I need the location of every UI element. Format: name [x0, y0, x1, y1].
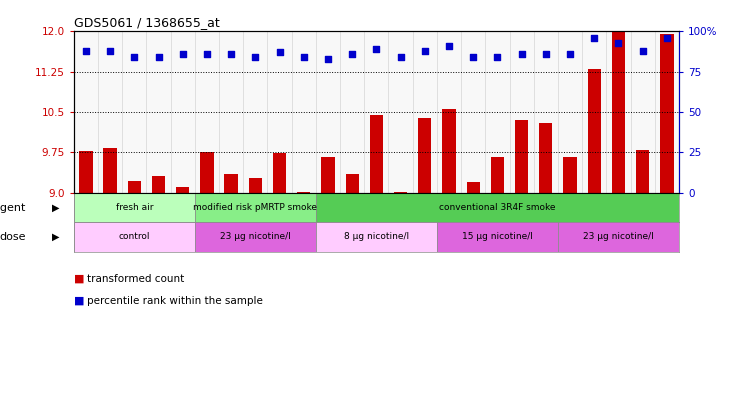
Bar	[316, 222, 437, 252]
Point	[613, 40, 624, 46]
Text: 23 μg nicotine/l: 23 μg nicotine/l	[220, 232, 291, 241]
Bar	[587, 69, 601, 193]
Text: ■: ■	[74, 274, 84, 284]
Point	[443, 43, 455, 49]
Bar	[224, 174, 238, 193]
Text: GDS5061 / 1368655_at: GDS5061 / 1368655_at	[74, 16, 219, 29]
Text: conventional 3R4F smoke: conventional 3R4F smoke	[439, 203, 556, 212]
Point	[637, 48, 649, 54]
Point	[274, 49, 286, 55]
Text: 8 μg nicotine/l: 8 μg nicotine/l	[344, 232, 409, 241]
Bar	[103, 148, 117, 193]
Point	[419, 48, 431, 54]
Bar	[273, 153, 286, 193]
Point	[661, 35, 673, 41]
Bar	[128, 181, 141, 193]
Text: fresh air: fresh air	[116, 203, 153, 212]
Bar	[539, 123, 553, 193]
Point	[177, 51, 189, 57]
Point	[153, 54, 165, 61]
Bar	[394, 192, 407, 193]
Bar	[466, 182, 480, 193]
Text: ▶: ▶	[52, 202, 59, 213]
Text: transformed count: transformed count	[87, 274, 184, 284]
Point	[298, 54, 310, 61]
Point	[225, 51, 237, 57]
Bar	[195, 193, 316, 222]
Bar	[152, 176, 165, 193]
Point	[128, 54, 140, 61]
Point	[104, 48, 116, 54]
Bar	[661, 34, 674, 193]
Bar	[176, 187, 190, 193]
Bar	[612, 31, 625, 193]
Text: control: control	[119, 232, 150, 241]
Point	[540, 51, 552, 57]
Point	[395, 54, 407, 61]
Text: percentile rank within the sample: percentile rank within the sample	[87, 296, 263, 306]
Point	[201, 51, 213, 57]
Bar	[79, 151, 92, 193]
Text: ▶: ▶	[52, 232, 59, 242]
Bar	[249, 178, 262, 193]
Bar	[195, 222, 316, 252]
Point	[322, 56, 334, 62]
Bar	[491, 157, 504, 193]
Bar	[321, 157, 334, 193]
Text: ■: ■	[74, 296, 84, 306]
Bar	[316, 193, 679, 222]
Bar	[345, 174, 359, 193]
Point	[516, 51, 528, 57]
Text: 15 μg nicotine/l: 15 μg nicotine/l	[462, 232, 533, 241]
Point	[492, 54, 503, 61]
Point	[467, 54, 479, 61]
Bar	[515, 120, 528, 193]
Text: agent: agent	[0, 202, 26, 213]
Point	[249, 54, 261, 61]
Bar	[418, 118, 432, 193]
Text: modified risk pMRTP smoke: modified risk pMRTP smoke	[193, 203, 317, 212]
Text: 23 μg nicotine/l: 23 μg nicotine/l	[583, 232, 654, 241]
Bar	[442, 109, 455, 193]
Point	[588, 35, 600, 41]
Bar	[370, 115, 383, 193]
Point	[80, 48, 92, 54]
Bar	[297, 192, 311, 193]
Point	[370, 46, 382, 52]
Bar	[200, 152, 213, 193]
Bar	[558, 222, 679, 252]
Point	[346, 51, 358, 57]
Bar	[636, 150, 649, 193]
Bar	[437, 222, 558, 252]
Bar	[74, 193, 195, 222]
Bar	[563, 157, 576, 193]
Text: dose: dose	[0, 232, 26, 242]
Point	[564, 51, 576, 57]
Bar	[74, 222, 195, 252]
